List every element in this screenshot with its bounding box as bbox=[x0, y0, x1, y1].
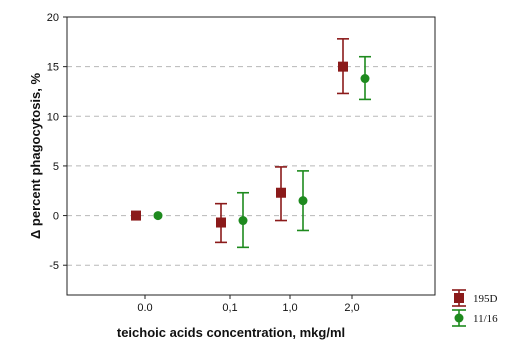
data-point-0-1 bbox=[216, 217, 226, 228]
grid-lines bbox=[67, 66, 435, 266]
y-tick-label-4: 15 bbox=[47, 62, 59, 74]
legend-marker-1 bbox=[454, 313, 464, 323]
x-tick-label-1: 0,1 bbox=[222, 302, 237, 314]
y-tick-label-1: 0 bbox=[53, 211, 59, 223]
data-point-0-3 bbox=[338, 61, 348, 72]
x-tick-label-2: 1,0 bbox=[282, 302, 297, 314]
data-point-1-2 bbox=[298, 196, 308, 206]
x-axis-label: teichoic acids concentration, mkg/ml bbox=[117, 325, 345, 340]
x-tick-label-3: 2,0 bbox=[344, 302, 359, 314]
legend-label-0: 195D bbox=[473, 293, 498, 305]
y-tick-label-3: 10 bbox=[47, 111, 59, 123]
legend-label-1: 11/16 bbox=[473, 313, 498, 325]
series-1 bbox=[153, 55, 371, 249]
x-axis-ticks: 0.0 0,1 1,0 2,0 bbox=[137, 295, 360, 314]
data-series bbox=[131, 38, 371, 249]
data-point-0-2 bbox=[276, 187, 286, 198]
data-point-1-1 bbox=[238, 216, 248, 226]
y-axis-label: Δ percent phagocytosis, % bbox=[28, 73, 43, 240]
plot-frame bbox=[66, 16, 436, 296]
data-point-1-3 bbox=[360, 74, 370, 84]
y-axis-ticks: -5 0 5 10 15 20 bbox=[47, 12, 67, 272]
y-tick-label-0: -5 bbox=[49, 260, 59, 272]
x-tick-label-0: 0.0 bbox=[137, 302, 152, 314]
y-tick-label-5: 20 bbox=[47, 12, 59, 24]
series-0 bbox=[131, 38, 349, 244]
legend-marker-0 bbox=[454, 293, 464, 303]
data-point-1-0 bbox=[153, 211, 163, 221]
data-point-0-0 bbox=[131, 210, 141, 221]
legend: 195D 11/16 bbox=[452, 289, 498, 327]
y-tick-label-2: 5 bbox=[53, 161, 59, 173]
